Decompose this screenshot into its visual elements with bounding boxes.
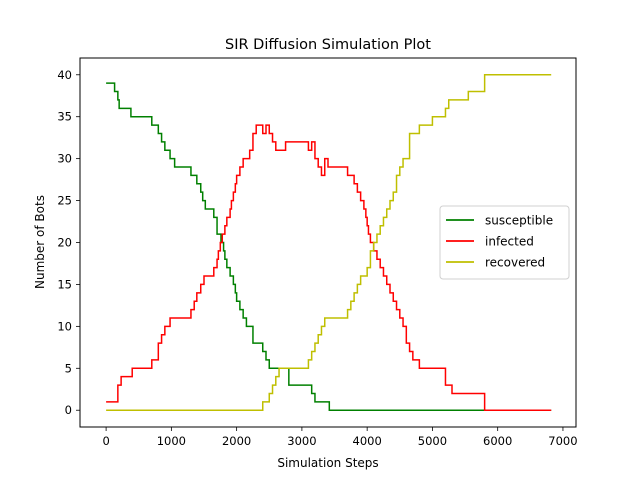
legend-label-recovered: recovered <box>485 256 545 270</box>
series-line-susceptible <box>106 82 552 411</box>
legend: susceptible infected recovered <box>439 205 570 280</box>
series-line-infected <box>106 124 552 411</box>
y-axis-label: Number of Bots <box>33 195 47 289</box>
legend-box <box>439 205 570 280</box>
y-tick-label: 40 <box>57 68 72 82</box>
y-tick-label: 15 <box>57 277 72 291</box>
series-line-recovered <box>106 74 552 411</box>
y-tick-label: 0 <box>65 403 72 417</box>
legend-label-susceptible: susceptible <box>485 214 553 228</box>
y-tick-label: 10 <box>57 319 72 333</box>
y-tick-label: 20 <box>57 236 72 250</box>
x-tick-label: 0 <box>102 434 109 448</box>
x-tick-label: 1000 <box>157 434 186 448</box>
x-tick-label: 3000 <box>287 434 316 448</box>
x-tick-label: 2000 <box>222 434 251 448</box>
x-tick-label: 4000 <box>353 434 382 448</box>
y-tick-label: 30 <box>57 152 72 166</box>
x-axis-label: Simulation Steps <box>277 456 378 470</box>
y-tick-label: 5 <box>65 361 72 375</box>
x-tick-label: 7000 <box>548 434 577 448</box>
x-tick-label: 6000 <box>483 434 512 448</box>
y-tick-label: 25 <box>57 194 72 208</box>
chart-title: SIR Diffusion Simulation Plot <box>225 37 431 53</box>
legend-label-infected: infected <box>485 235 534 249</box>
y-tick-label: 35 <box>57 110 72 124</box>
plot-area: 0 1000 2000 3000 4000 5000 6000 7000 0 5 10 15 20 25 3… <box>57 57 578 448</box>
x-tick-label: 5000 <box>418 434 447 448</box>
